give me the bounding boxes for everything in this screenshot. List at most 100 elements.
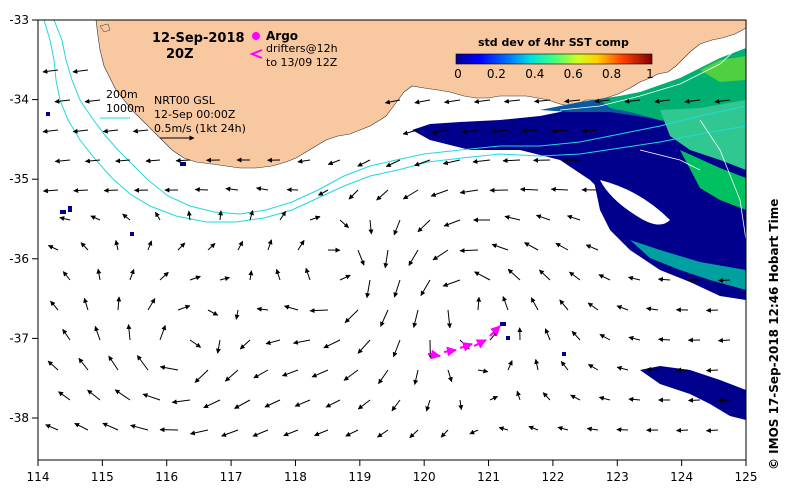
current-vector	[384, 99, 401, 105]
current-vector	[530, 297, 539, 311]
y-tick-label: -38	[9, 411, 29, 425]
current-vector	[45, 424, 59, 431]
current-date-label: 12-Sep 00:00Z	[154, 108, 236, 121]
current-vector	[78, 357, 89, 371]
current-vector	[357, 159, 371, 167]
bathymetry-contours	[43, 19, 747, 223]
current-vector	[47, 245, 59, 251]
current-vector	[102, 422, 119, 431]
current-vector	[520, 186, 539, 192]
current-vector	[234, 309, 240, 320]
current-vector	[616, 305, 629, 311]
current-vector	[264, 399, 281, 408]
current-vector	[94, 325, 101, 341]
current-vector	[516, 390, 521, 401]
sst-contours	[559, 39, 747, 241]
current-vector	[717, 397, 731, 403]
current-vector	[357, 399, 371, 410]
current-vector	[225, 186, 239, 192]
x-tick-label: 124	[670, 470, 693, 484]
contour-1000m-label: 1000m	[106, 102, 145, 115]
current-vector	[249, 210, 254, 221]
drifter-track	[427, 349, 441, 360]
current-vector	[599, 333, 611, 341]
current-vector	[498, 426, 509, 432]
colorbar	[455, 53, 653, 65]
current-vector	[555, 242, 569, 251]
current-vector	[534, 358, 540, 371]
current-vector	[425, 399, 431, 412]
current-vector	[459, 248, 479, 254]
current-vector	[96, 268, 102, 281]
current-vector	[491, 128, 509, 134]
current-vector	[72, 68, 89, 74]
current-vector	[159, 271, 169, 281]
colorbar-tick-label: 0.8	[602, 67, 621, 81]
current-vector	[383, 249, 389, 269]
current-vector	[73, 188, 89, 194]
current-vector	[59, 216, 71, 221]
current-vector	[705, 367, 719, 373]
current-vector	[115, 158, 131, 164]
current-vector	[598, 274, 611, 281]
current-vector	[344, 309, 359, 323]
current-vector	[294, 399, 311, 407]
current-vector	[582, 128, 599, 134]
current-vector	[345, 429, 359, 437]
current-vector	[587, 302, 599, 311]
current-vector	[237, 240, 244, 251]
current-vector	[357, 339, 371, 354]
current-vector	[108, 355, 119, 371]
current-vector	[414, 99, 431, 105]
current-vector	[348, 189, 359, 200]
current-vector	[267, 239, 273, 251]
current-vector	[473, 98, 491, 104]
current-vector	[177, 242, 186, 251]
current-vector	[177, 304, 191, 311]
current-vector	[62, 328, 71, 341]
current-vector	[528, 425, 539, 431]
current-vector	[297, 158, 311, 164]
current-vector	[343, 369, 359, 381]
current-vector	[186, 210, 192, 221]
current-vector	[314, 429, 329, 437]
current-vector	[507, 360, 513, 371]
y-axis: -33 -34 -35 -36 -37 -38	[9, 13, 38, 425]
current-vector	[129, 268, 135, 281]
current-vector	[215, 339, 221, 354]
current-vector	[136, 355, 149, 371]
y-tick-label: -35	[9, 172, 29, 186]
current-vector	[42, 188, 59, 194]
current-vector	[239, 339, 251, 350]
current-vector	[628, 335, 641, 341]
current-vector	[309, 308, 329, 314]
current-vector	[550, 186, 569, 192]
current-vector-field	[42, 68, 731, 439]
current-vector	[50, 300, 59, 311]
y-tick-label: -33	[9, 13, 29, 27]
colorbar-tick-label: 0	[454, 67, 462, 81]
current-vector	[256, 186, 269, 192]
current-vector	[458, 399, 464, 411]
current-vector	[557, 426, 569, 431]
current-vector	[535, 214, 551, 221]
contour-200m	[53, 19, 747, 215]
map-frame	[37, 19, 747, 461]
current-vector	[542, 392, 551, 401]
current-vector	[444, 99, 461, 105]
current-vector	[357, 249, 365, 266]
current-vector	[103, 187, 119, 193]
current-vector	[80, 242, 89, 251]
current-vector	[145, 158, 161, 164]
current-vector	[408, 249, 419, 266]
current-vector	[560, 361, 569, 371]
x-tick-label: 115	[91, 470, 114, 484]
drifters-label: drifters@12h	[266, 42, 338, 55]
current-vector	[472, 158, 491, 164]
current-vector	[717, 337, 731, 343]
current-vector	[714, 98, 731, 104]
current-vector	[504, 215, 521, 221]
current-vector	[189, 429, 209, 436]
date-title: 12-Sep-2018	[152, 31, 245, 46]
current-vector	[377, 429, 389, 438]
